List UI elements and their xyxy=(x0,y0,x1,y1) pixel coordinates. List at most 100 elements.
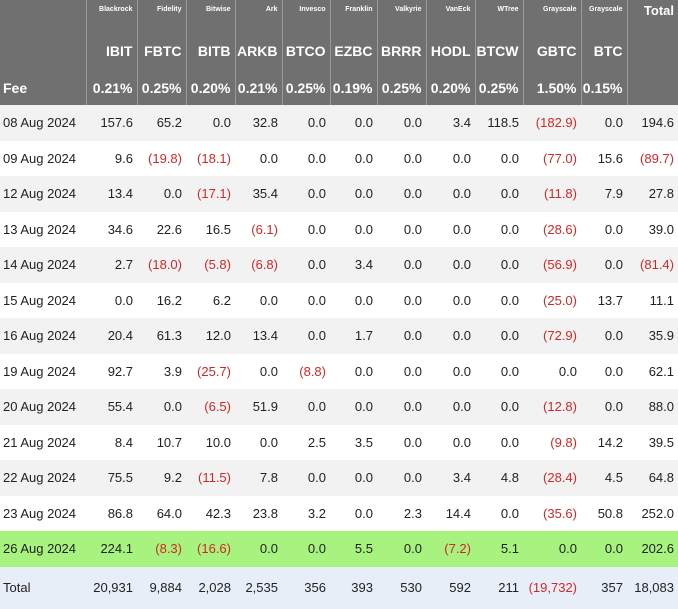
totals-cell: 9,884 xyxy=(137,566,186,609)
date-cell: 08 Aug 2024 xyxy=(0,105,86,141)
flow-cell: 0.0 xyxy=(137,176,186,212)
flow-cell: (28.4) xyxy=(523,460,581,496)
flow-cell: 0.0 xyxy=(86,282,137,318)
flow-cell: (11.8) xyxy=(523,176,581,212)
row-total-cell: 27.8 xyxy=(627,176,678,212)
flow-cell: 0.0 xyxy=(426,211,475,247)
row-total-cell: 252.0 xyxy=(627,495,678,531)
flow-cell: 0.0 xyxy=(330,211,377,247)
flow-cell: (25.7) xyxy=(186,353,235,389)
flow-cell: 92.7 xyxy=(86,353,137,389)
row-total-cell: 35.9 xyxy=(627,318,678,354)
table-row: 12 Aug 2024 13.4 0.0 (17.1) 35.4 0.0 0.0 0.0 0.0… xyxy=(0,176,678,212)
flow-cell: 0.0 xyxy=(426,247,475,283)
date-cell: 21 Aug 2024 xyxy=(0,424,86,460)
flow-cell: (16.6) xyxy=(186,531,235,567)
table-row: 20 Aug 2024 55.4 0.0 (6.5) 51.9 0.0 0.0 0.0 0.0 0… xyxy=(0,389,678,425)
flow-cell: 5.1 xyxy=(475,531,523,567)
table-row: 21 Aug 2024 8.4 10.7 10.0 0.0 2.5 3.5 0.0 0.0 0.0… xyxy=(0,424,678,460)
flow-cell: 7.9 xyxy=(581,176,627,212)
flow-cell: 32.8 xyxy=(235,105,282,141)
table-row: 08 Aug 2024 157.6 65.2 0.0 32.8 0.0 0.0 0.0 3.4 1… xyxy=(0,105,678,141)
issuer-name: Fidelity xyxy=(137,0,187,32)
header-corner xyxy=(0,0,87,32)
issuer-name: Valkyrie xyxy=(377,0,427,32)
flow-cell: (72.9) xyxy=(523,318,581,354)
flow-cell: 13.7 xyxy=(581,282,627,318)
flow-cell: 0.0 xyxy=(475,424,523,460)
flow-cell: (6.5) xyxy=(186,389,235,425)
table-row: 23 Aug 2024 86.8 64.0 42.3 23.8 3.2 0.0 2.3 14.4… xyxy=(0,495,678,531)
ticker-symbol: FBTC xyxy=(137,32,187,70)
flow-cell: 0.0 xyxy=(426,282,475,318)
fee-row: Fee 0.21% 0.25% 0.20% 0.21% 0.25% 0.19% 0.25% 0.… xyxy=(0,70,678,105)
flow-cell: 0.0 xyxy=(581,105,627,141)
flow-cell: 0.0 xyxy=(235,140,282,176)
issuer-name: Bitwise xyxy=(186,0,236,32)
flow-cell: 64.0 xyxy=(137,495,186,531)
flow-cell: 9.2 xyxy=(137,460,186,496)
flow-cell: (77.0) xyxy=(523,140,581,176)
date-cell: 14 Aug 2024 xyxy=(0,247,86,283)
fee-value: 0.25% xyxy=(282,70,331,105)
flow-cell: 0.0 xyxy=(330,105,377,141)
totals-cell: 20,931 xyxy=(86,566,137,609)
issuer-name: Grayscale xyxy=(581,0,628,32)
flow-cell: 3.9 xyxy=(137,353,186,389)
issuer-name: Franklin xyxy=(330,0,378,32)
flow-cell: 35.4 xyxy=(235,176,282,212)
flow-cell: 75.5 xyxy=(86,460,137,496)
flow-cell: 0.0 xyxy=(581,318,627,354)
ticker-symbol: HODL xyxy=(426,32,476,70)
header-corner xyxy=(0,32,87,70)
flow-cell: 3.5 xyxy=(330,424,377,460)
table-body: 08 Aug 2024 157.6 65.2 0.0 32.8 0.0 0.0 0.0 3.4 1… xyxy=(0,105,678,609)
flow-cell: 0.0 xyxy=(377,353,426,389)
fee-value: 0.21% xyxy=(235,70,283,105)
totals-cell: 356 xyxy=(282,566,330,609)
flow-cell: 7.8 xyxy=(235,460,282,496)
flow-cell: 0.0 xyxy=(581,247,627,283)
table-header: Blackrock Fidelity Bitwise Ark Invesco Frankl… xyxy=(0,0,678,105)
flow-cell: (18.0) xyxy=(137,247,186,283)
flow-cell: 2.7 xyxy=(86,247,137,283)
flow-cell: (35.6) xyxy=(523,495,581,531)
fee-value: 0.19% xyxy=(330,70,378,105)
flow-cell: 14.2 xyxy=(581,424,627,460)
flow-cell: 0.0 xyxy=(377,211,426,247)
ticker-symbol: BRRR xyxy=(377,32,427,70)
row-total-cell: 39.0 xyxy=(627,211,678,247)
flow-cell: 4.5 xyxy=(581,460,627,496)
flow-cell: 13.4 xyxy=(86,176,137,212)
fee-value: 0.20% xyxy=(426,70,476,105)
flow-cell: (9.8) xyxy=(523,424,581,460)
totals-row: Total 20,931 9,884 2,028 2,535 356 393 530 592 21… xyxy=(0,566,678,609)
flow-cell: 0.0 xyxy=(475,282,523,318)
flow-cell: 5.5 xyxy=(330,531,377,567)
flow-cell: 0.0 xyxy=(330,353,377,389)
flow-cell: (12.8) xyxy=(523,389,581,425)
row-total-cell: 39.5 xyxy=(627,424,678,460)
totals-label: Total xyxy=(0,566,86,609)
flow-cell: 118.5 xyxy=(475,105,523,141)
table-row: 22 Aug 2024 75.5 9.2 (11.5) 7.8 0.0 0.0 0.0 3.4 4… xyxy=(0,460,678,496)
flow-cell: 0.0 xyxy=(426,140,475,176)
totals-cell: (19,732) xyxy=(523,566,581,609)
flow-cell: 1.7 xyxy=(330,318,377,354)
date-cell: 16 Aug 2024 xyxy=(0,318,86,354)
totals-cell: 393 xyxy=(330,566,377,609)
table-row: 19 Aug 2024 92.7 3.9 (25.7) 0.0 (8.8) 0.0 0.0 0.… xyxy=(0,353,678,389)
table-row: 15 Aug 2024 0.0 16.2 6.2 0.0 0.0 0.0 0.0 0.0 0.0(… xyxy=(0,282,678,318)
flow-cell: 0.0 xyxy=(282,176,330,212)
flow-cell: 23.8 xyxy=(235,495,282,531)
flow-cell: 9.6 xyxy=(86,140,137,176)
flow-cell: 0.0 xyxy=(523,531,581,567)
ticker-row: IBIT FBTC BITB ARKB BTCO EZBC BRRR HODL BTCW GBTC… xyxy=(0,32,678,70)
date-cell: 22 Aug 2024 xyxy=(0,460,86,496)
flow-cell: 0.0 xyxy=(581,353,627,389)
flow-cell: 0.0 xyxy=(377,247,426,283)
flow-cell: 0.0 xyxy=(377,389,426,425)
table-row: 14 Aug 2024 2.7 (18.0) (5.8) (6.8) 0.0 3.4 0.0 0… xyxy=(0,247,678,283)
table-row: 13 Aug 2024 34.6 22.6 16.5 (6.1) 0.0 0.0 0.0 0.0… xyxy=(0,211,678,247)
flow-cell: 0.0 xyxy=(330,176,377,212)
